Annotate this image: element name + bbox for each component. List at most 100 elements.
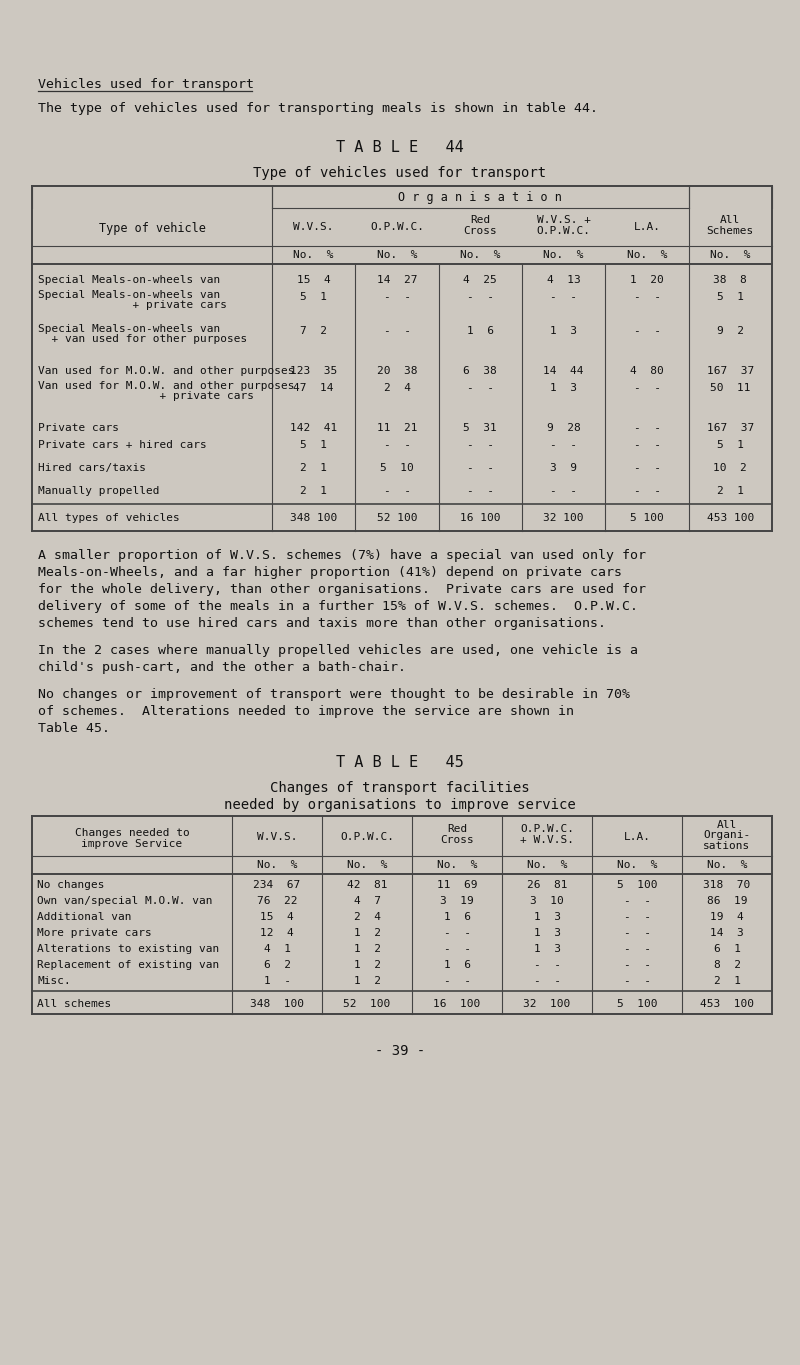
Text: -  -: - - [634, 292, 661, 302]
Text: 42  81: 42 81 [346, 880, 387, 890]
Text: 1  2: 1 2 [354, 960, 381, 971]
Text: 16  100: 16 100 [434, 999, 481, 1009]
Text: No.  %: No. % [437, 860, 478, 870]
Text: 4  7: 4 7 [354, 895, 381, 906]
Text: 123  35: 123 35 [290, 366, 338, 375]
Text: No.  %: No. % [710, 250, 750, 259]
Text: Hired cars/taxis: Hired cars/taxis [38, 463, 146, 474]
Text: 11  21: 11 21 [377, 423, 418, 433]
Text: -  -: - - [550, 486, 577, 495]
Text: Van used for M.O.W. and other purposes: Van used for M.O.W. and other purposes [38, 366, 294, 375]
Text: Type of vehicle: Type of vehicle [98, 222, 206, 235]
Text: W.V.S. +: W.V.S. + [537, 216, 590, 225]
Text: -  -: - - [634, 440, 661, 450]
Text: Meals-on-Wheels, and a far higher proportion (41%) depend on private cars: Meals-on-Wheels, and a far higher propor… [38, 566, 622, 579]
Text: 1  6: 1 6 [443, 960, 470, 971]
Text: 5  1: 5 1 [717, 440, 744, 450]
Text: + van used for other purposes: + van used for other purposes [38, 334, 247, 344]
Text: No.  %: No. % [706, 860, 747, 870]
Text: 52 100: 52 100 [377, 513, 418, 523]
Text: Cross: Cross [440, 835, 474, 845]
Text: Alterations to existing van: Alterations to existing van [37, 945, 219, 954]
Text: No.  %: No. % [543, 250, 584, 259]
Text: 5  100: 5 100 [617, 880, 658, 890]
Text: + W.V.S.: + W.V.S. [520, 835, 574, 845]
Text: Red: Red [470, 216, 490, 225]
Text: 4  13: 4 13 [546, 274, 581, 285]
Text: All schemes: All schemes [37, 999, 111, 1009]
Text: T A B L E   44: T A B L E 44 [336, 141, 464, 156]
Text: 16 100: 16 100 [460, 513, 501, 523]
Text: No changes: No changes [37, 880, 105, 890]
Text: -  -: - - [443, 976, 470, 986]
Text: All types of vehicles: All types of vehicles [38, 513, 180, 523]
Text: 9  28: 9 28 [546, 423, 581, 433]
Text: No.  %: No. % [294, 250, 334, 259]
Text: Changes needed to: Changes needed to [74, 829, 190, 838]
Text: O.P.W.C.: O.P.W.C. [537, 227, 590, 236]
Text: -  -: - - [534, 960, 561, 971]
Text: 2  4: 2 4 [354, 912, 381, 921]
Text: 453 100: 453 100 [706, 513, 754, 523]
Text: 1  20: 1 20 [630, 274, 664, 285]
Text: -  -: - - [550, 292, 577, 302]
Text: W.V.S.: W.V.S. [294, 222, 334, 232]
Text: 142  41: 142 41 [290, 423, 338, 433]
Text: 5  1: 5 1 [300, 292, 327, 302]
Text: 1  3: 1 3 [550, 384, 577, 393]
Text: A smaller proportion of W.V.S. schemes (7%) have a special van used only for: A smaller proportion of W.V.S. schemes (… [38, 549, 646, 562]
Text: -  -: - - [467, 486, 494, 495]
Text: 2  4: 2 4 [383, 384, 410, 393]
Text: 5  100: 5 100 [617, 999, 658, 1009]
Text: -  -: - - [623, 895, 650, 906]
Text: 5  1: 5 1 [300, 440, 327, 450]
Text: 3  9: 3 9 [550, 463, 577, 474]
Text: 14  27: 14 27 [377, 274, 418, 285]
Text: 348  100: 348 100 [250, 999, 304, 1009]
Text: child's push-cart, and the other a bath-chair.: child's push-cart, and the other a bath-… [38, 661, 406, 674]
Text: W.V.S.: W.V.S. [257, 833, 298, 842]
Text: -  -: - - [383, 440, 410, 450]
Text: 9  2: 9 2 [717, 326, 744, 336]
Text: 76  22: 76 22 [257, 895, 298, 906]
Text: 1  3: 1 3 [534, 928, 561, 938]
Text: 3  19: 3 19 [440, 895, 474, 906]
Text: 2  1: 2 1 [717, 486, 744, 495]
Text: -  -: - - [634, 384, 661, 393]
Text: Special Meals-on-wheels van: Special Meals-on-wheels van [38, 324, 220, 334]
Text: -  -: - - [383, 486, 410, 495]
Text: -  -: - - [383, 326, 410, 336]
Text: 38  8: 38 8 [714, 274, 747, 285]
Text: 47  14: 47 14 [294, 384, 334, 393]
Text: improve Service: improve Service [82, 839, 182, 849]
Text: 1  2: 1 2 [354, 976, 381, 986]
Text: 1  -: 1 - [263, 976, 290, 986]
Text: of schemes.  Alterations needed to improve the service are shown in: of schemes. Alterations needed to improv… [38, 704, 574, 718]
Text: No.  %: No. % [257, 860, 298, 870]
Text: -  -: - - [467, 292, 494, 302]
Text: O.P.W.C.: O.P.W.C. [340, 833, 394, 842]
Text: 4  1: 4 1 [263, 945, 290, 954]
Text: 234  67: 234 67 [254, 880, 301, 890]
Text: -  -: - - [634, 486, 661, 495]
Text: -  -: - - [467, 440, 494, 450]
Text: Special Meals-on-wheels van: Special Meals-on-wheels van [38, 274, 220, 285]
Text: 12  4: 12 4 [260, 928, 294, 938]
Text: 26  81: 26 81 [526, 880, 567, 890]
Text: needed by organisations to improve service: needed by organisations to improve servi… [224, 799, 576, 812]
Text: 2  1: 2 1 [714, 976, 741, 986]
Text: 11  69: 11 69 [437, 880, 478, 890]
Text: No changes or improvement of transport were thought to be desirable in 70%: No changes or improvement of transport w… [38, 688, 630, 702]
Text: 167  37: 167 37 [706, 423, 754, 433]
Text: 3  10: 3 10 [530, 895, 564, 906]
Text: O.P.W.C.: O.P.W.C. [370, 222, 424, 232]
Text: -  -: - - [623, 976, 650, 986]
Text: 6  2: 6 2 [263, 960, 290, 971]
Text: L.A.: L.A. [623, 833, 650, 842]
Text: All: All [717, 820, 737, 830]
Text: -  -: - - [443, 928, 470, 938]
Text: 50  11: 50 11 [710, 384, 750, 393]
Text: Own van/special M.O.W. van: Own van/special M.O.W. van [37, 895, 213, 906]
Text: 15  4: 15 4 [297, 274, 330, 285]
Text: 32  100: 32 100 [523, 999, 570, 1009]
